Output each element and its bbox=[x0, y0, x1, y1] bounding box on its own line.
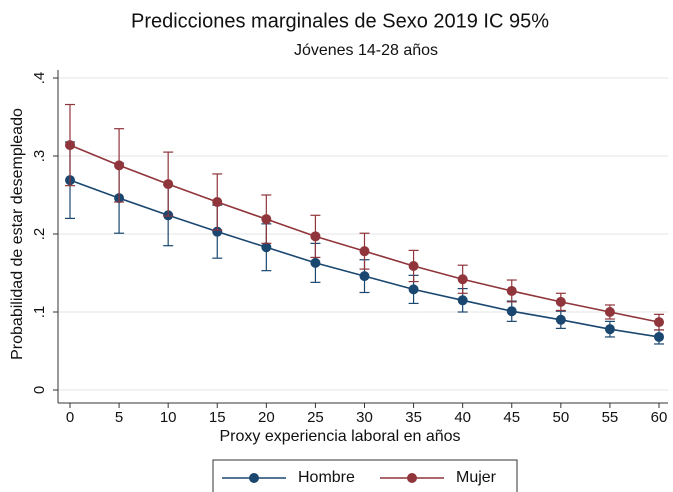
point bbox=[654, 317, 664, 328]
legend-box bbox=[212, 459, 518, 492]
point bbox=[604, 307, 615, 317]
point bbox=[654, 331, 664, 342]
x-tick-label: 10 bbox=[160, 409, 177, 426]
legend-marker bbox=[407, 473, 417, 483]
y-tick-label: .4 bbox=[31, 72, 48, 85]
legend-label: Mujer bbox=[456, 469, 497, 486]
point bbox=[555, 314, 566, 325]
point bbox=[506, 285, 517, 296]
y-tick-label: .3 bbox=[31, 150, 48, 163]
y-tick-label: .1 bbox=[31, 306, 48, 319]
point bbox=[261, 214, 272, 225]
chart-subtitle: Jóvenes 14-28 años bbox=[294, 42, 438, 59]
x-tick-label: 35 bbox=[405, 409, 422, 426]
x-tick-label: 0 bbox=[66, 409, 74, 426]
point bbox=[212, 226, 223, 237]
point bbox=[457, 295, 468, 306]
chart-title: Predicciones marginales de Sexo 2019 IC … bbox=[131, 10, 549, 32]
point bbox=[310, 231, 321, 242]
point bbox=[65, 140, 75, 151]
point bbox=[212, 197, 223, 208]
x-axis-title: Proxy experiencia laboral en años bbox=[219, 428, 460, 445]
x-tick-label: 15 bbox=[209, 409, 226, 426]
point bbox=[555, 296, 566, 307]
x-tick-label: 30 bbox=[356, 409, 373, 426]
point bbox=[310, 257, 321, 268]
x-tick-label: 60 bbox=[651, 409, 668, 426]
y-tick-label: .2 bbox=[31, 228, 48, 241]
point bbox=[457, 274, 468, 285]
x-tick-label: 45 bbox=[503, 409, 520, 426]
legend-marker bbox=[249, 473, 259, 483]
point bbox=[506, 306, 517, 317]
point bbox=[163, 179, 174, 190]
point bbox=[114, 160, 125, 171]
point bbox=[604, 324, 615, 335]
x-tick-label: 55 bbox=[602, 409, 619, 426]
legend-label: Hombre bbox=[298, 469, 355, 486]
point bbox=[359, 246, 370, 257]
point bbox=[261, 242, 272, 253]
point bbox=[359, 271, 370, 282]
y-axis-title: Probabilidad de estar desempleado bbox=[9, 108, 26, 360]
point bbox=[408, 284, 419, 295]
y-tick-label: 0 bbox=[31, 386, 48, 394]
x-tick-label: 5 bbox=[115, 409, 123, 426]
x-tick-label: 25 bbox=[307, 409, 324, 426]
point bbox=[408, 260, 419, 271]
x-tick-label: 50 bbox=[552, 409, 569, 426]
x-tick-label: 40 bbox=[454, 409, 471, 426]
x-tick-label: 20 bbox=[258, 409, 275, 426]
